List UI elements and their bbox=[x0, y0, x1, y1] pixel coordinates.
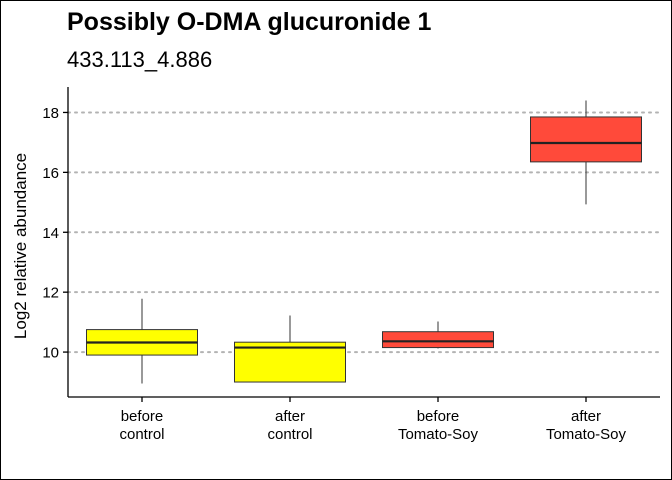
x-tick-label-line: control bbox=[267, 426, 312, 443]
y-axis-label: Log2 relative abundance bbox=[11, 153, 30, 339]
x-tick-label-line: before bbox=[417, 408, 460, 425]
y-tick-label: 16 bbox=[42, 165, 59, 182]
x-tick-label-line: Tomato-Soy bbox=[546, 426, 627, 443]
x-tick-label-line: before bbox=[121, 408, 164, 425]
boxes bbox=[86, 100, 642, 384]
y-tick-label: 14 bbox=[42, 225, 59, 242]
box-group bbox=[530, 100, 642, 205]
x-tick-label-line: after bbox=[571, 408, 601, 425]
x-tick-label: before control bbox=[119, 408, 164, 443]
y-tick-label: 10 bbox=[42, 345, 59, 362]
x-tick-label-line: Tomato-Soy bbox=[398, 426, 479, 443]
x-tick-label-line: control bbox=[119, 426, 164, 443]
y-ticks: 10 12 14 16 18 bbox=[42, 105, 68, 362]
y-tick-label: 18 bbox=[42, 105, 59, 122]
x-tick-label: before Tomato-Soy bbox=[398, 408, 479, 443]
box bbox=[530, 116, 642, 163]
box bbox=[382, 331, 494, 349]
x-tick-label: after Tomato-Soy bbox=[546, 408, 627, 443]
chart-title: Possibly O-DMA glucuronide 1 bbox=[67, 8, 432, 36]
y-tick-label: 12 bbox=[42, 285, 59, 302]
box-group bbox=[234, 315, 346, 383]
chart-subtitle: 433.113_4.886 bbox=[67, 47, 213, 72]
box-group bbox=[382, 321, 494, 349]
box-group bbox=[86, 298, 198, 384]
box bbox=[234, 341, 346, 383]
x-tick-label: after control bbox=[267, 408, 312, 443]
x-tick-label-line: after bbox=[275, 408, 305, 425]
